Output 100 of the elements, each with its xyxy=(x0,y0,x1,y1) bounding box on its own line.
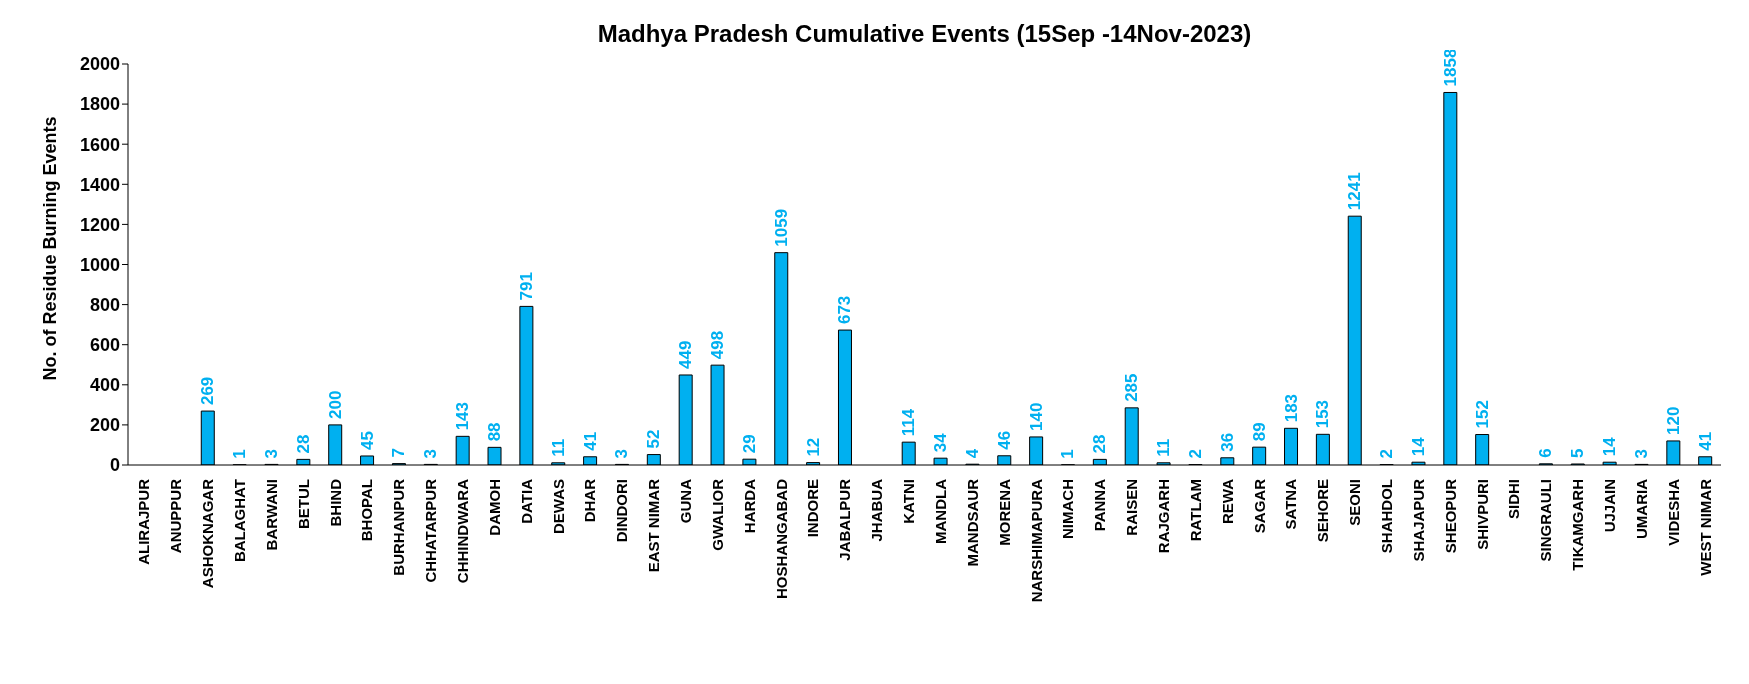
x-tick-label: SHAJAPUR xyxy=(1409,478,1427,562)
x-tick-label: TIKAMGARH xyxy=(1569,479,1587,571)
data-label: 29 xyxy=(739,434,759,454)
data-label: 45 xyxy=(357,431,377,450)
data-label: 285 xyxy=(1122,373,1142,402)
data-label: 34 xyxy=(931,432,951,453)
data-label: 143 xyxy=(453,401,473,431)
x-tick-label: MANDSAUR xyxy=(963,478,981,567)
x-tick-label: NARSHIMAPURA xyxy=(1027,478,1045,603)
x-tick-label: SINGRAULI xyxy=(1537,479,1555,562)
y-tick-label: 0 xyxy=(109,455,120,476)
x-tick-label: MORENA xyxy=(995,478,1013,546)
y-axis-title: No. of Residue Burning Events xyxy=(39,116,61,381)
x-tick-label: DATIA xyxy=(517,478,535,524)
y-tick-label: 2000 xyxy=(79,54,120,75)
x-tick-label: SATNA xyxy=(1282,478,1300,530)
x-tick-label: DHAR xyxy=(581,478,599,523)
data-label: 28 xyxy=(293,434,313,454)
chart-title: Madhya Pradesh Cumulative Events (15Sep -14Nov-2023) xyxy=(596,19,1253,49)
data-label: 52 xyxy=(644,429,664,449)
x-tick-label: INDORE xyxy=(804,479,822,538)
data-label: 88 xyxy=(485,422,505,442)
x-tick-label: DEWAS xyxy=(549,479,567,535)
data-label: 3 xyxy=(262,448,281,459)
x-tick-label: BHOPAL xyxy=(358,479,376,542)
x-tick-label: DINDORI xyxy=(613,479,631,543)
data-label: 46 xyxy=(994,430,1014,450)
x-tick-label: ALIRAJPUR xyxy=(135,478,153,565)
y-tick-label: 1200 xyxy=(79,214,120,235)
y-tick-label: 400 xyxy=(89,375,120,396)
x-tick-label: PANNA xyxy=(1091,478,1109,532)
data-label: 269 xyxy=(198,376,218,406)
x-tick-label: SHEOPUR xyxy=(1441,478,1459,554)
data-label: 120 xyxy=(1663,406,1683,435)
data-label: 2 xyxy=(1377,449,1397,459)
data-label: 3 xyxy=(421,448,441,459)
data-label: 1059 xyxy=(771,208,791,247)
data-label: 11 xyxy=(548,438,568,457)
data-label: 1 xyxy=(1058,449,1078,459)
x-tick-label: RAISEN xyxy=(1123,479,1141,536)
y-tick-label: 1400 xyxy=(79,174,120,195)
x-tick-label: BALAGHAT xyxy=(231,479,249,563)
data-label: 89 xyxy=(1249,422,1269,442)
y-tick-label: 200 xyxy=(89,415,120,436)
data-label: 449 xyxy=(676,340,696,369)
x-tick-label: ANUPPUR xyxy=(167,478,185,554)
data-label: 152 xyxy=(1472,400,1492,429)
x-tick-label: UJJAIN xyxy=(1600,479,1618,533)
x-tick-label: RATLAM xyxy=(1186,479,1204,542)
x-tick-label: MANDLA xyxy=(931,478,949,544)
data-label: 3 xyxy=(612,448,632,459)
x-tick-label: SHIVPURI xyxy=(1473,479,1491,550)
x-tick-label: BHIND xyxy=(326,478,344,527)
x-tick-label: WEST NIMAR xyxy=(1696,478,1714,576)
data-label: 41 xyxy=(1695,431,1715,451)
y-tick-label: 1000 xyxy=(79,254,120,275)
x-tick-label: SHAHDOL xyxy=(1377,479,1395,554)
data-label: 11 xyxy=(1154,438,1174,457)
x-tick-label: JABALPUR xyxy=(836,478,854,561)
x-tick-label: KATNI xyxy=(900,479,918,524)
data-label: 6 xyxy=(1536,448,1556,458)
data-label: 3 xyxy=(1631,448,1651,459)
data-label: 14 xyxy=(1600,436,1620,457)
data-label: 140 xyxy=(1026,402,1046,431)
data-label: 791 xyxy=(516,272,536,301)
x-tick-label: SEONI xyxy=(1346,479,1364,526)
data-label: 1241 xyxy=(1345,172,1365,211)
x-tick-label: VIDESHA xyxy=(1664,478,1682,546)
data-label: 153 xyxy=(1313,399,1333,429)
x-tick-label: UMARIA xyxy=(1632,478,1650,539)
x-tick-label: JHABUA xyxy=(868,478,886,542)
x-tick-label: BARWANI xyxy=(262,479,280,551)
x-tick-label: SIDHI xyxy=(1505,479,1523,520)
x-tick-label: BETUL xyxy=(294,479,312,529)
data-label: 200 xyxy=(325,390,345,419)
x-tick-label: GUNA xyxy=(677,478,695,524)
x-tick-label: EAST NIMAR xyxy=(645,478,663,573)
data-label: 28 xyxy=(1090,434,1110,454)
x-tick-label: SAGAR xyxy=(1250,478,1268,534)
data-label: 14 xyxy=(1408,436,1428,457)
x-tick-label: HOSHANGABAD xyxy=(772,478,790,599)
y-tick-label: 800 xyxy=(89,294,120,315)
data-label: 4 xyxy=(962,448,982,459)
data-label: 2 xyxy=(1185,449,1205,459)
data-label: 5 xyxy=(1568,448,1588,458)
data-label: 7 xyxy=(389,448,409,458)
data-label: 12 xyxy=(803,437,823,457)
data-label: 183 xyxy=(1281,393,1301,423)
x-tick-label: SEHORE xyxy=(1314,479,1332,543)
y-tick-label: 1800 xyxy=(79,94,120,115)
x-tick-label: DAMOH xyxy=(485,479,503,536)
data-label: 673 xyxy=(835,295,855,325)
data-label: 1 xyxy=(230,449,250,459)
y-tick-label: 1600 xyxy=(79,134,120,155)
x-tick-label: CHHINDWARA xyxy=(454,478,472,584)
data-label: 1858 xyxy=(1440,48,1460,87)
x-tick-label: CHHATARPUR xyxy=(422,478,440,583)
data-label: 498 xyxy=(708,330,728,360)
x-tick-label: GWALIOR xyxy=(708,478,726,551)
y-tick-label: 600 xyxy=(89,335,120,356)
